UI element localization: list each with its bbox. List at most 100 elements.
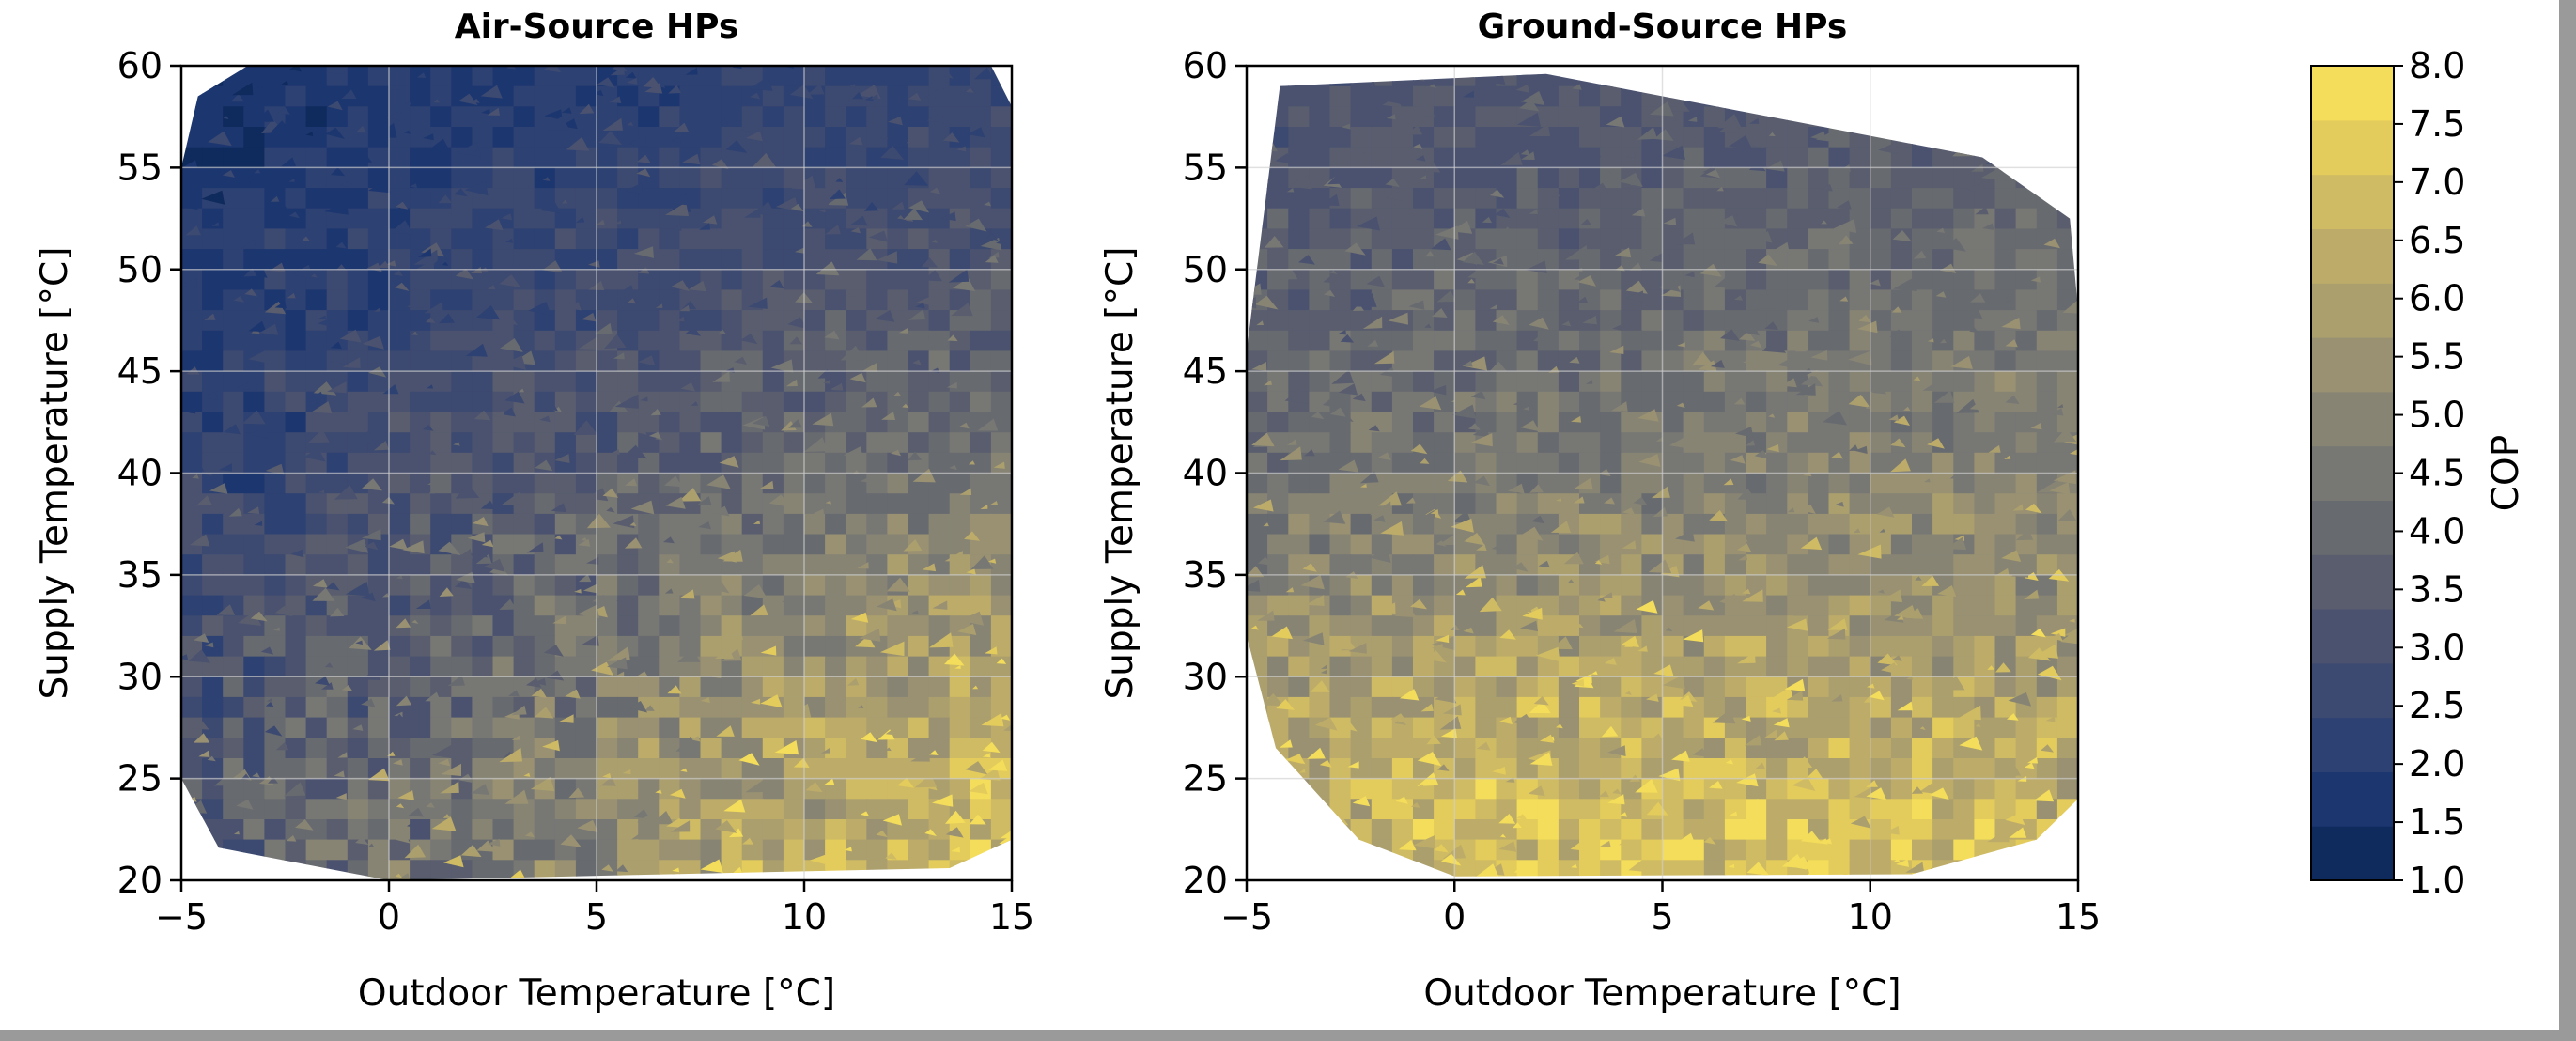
cop-cell	[1329, 473, 1352, 494]
cop-speck	[1280, 844, 1302, 857]
cop-cell	[451, 289, 473, 311]
cop-cell	[430, 106, 453, 128]
cop-cell	[721, 473, 743, 494]
cop-speck	[784, 66, 795, 69]
cop-cell	[347, 391, 369, 413]
cop-cell	[305, 85, 328, 108]
cop-cell	[1724, 412, 1746, 433]
cop-cell	[721, 228, 743, 250]
cop-cell	[908, 228, 930, 250]
cop-cell	[1849, 534, 1871, 555]
cop-speck	[1737, 652, 1756, 664]
cop-speck	[1330, 854, 1350, 867]
cop-cell	[1912, 228, 1933, 250]
cop-cell	[1746, 635, 1767, 658]
cop-cell	[1391, 73, 1414, 87]
cop-cell	[367, 228, 390, 250]
cop-cell	[1994, 85, 2017, 108]
cop-speck	[1429, 84, 1436, 88]
cop-speck	[544, 109, 563, 120]
cop-speck	[2024, 572, 2039, 581]
cop-cell	[554, 432, 577, 454]
cop-cell	[1247, 717, 1268, 739]
cop-cell	[1288, 85, 1311, 108]
cop-cell	[389, 574, 411, 597]
cop-cell	[1247, 106, 1268, 128]
cop-cell	[866, 473, 889, 494]
cop-cell	[575, 758, 597, 780]
cop-cell	[1371, 106, 1393, 128]
cop-cell	[908, 391, 930, 413]
cop-speck	[362, 529, 381, 541]
cop-cell	[1912, 106, 1933, 128]
cop-cell	[1391, 147, 1414, 169]
cop-cell	[1558, 493, 1580, 515]
cop-speck	[230, 93, 244, 102]
x-tick-label: −5	[1220, 896, 1273, 938]
cop-cell	[1413, 799, 1435, 820]
cop-speck	[248, 320, 267, 333]
cop-speck	[645, 332, 652, 337]
cop-cell	[1808, 473, 1830, 494]
cop-cell	[513, 371, 535, 393]
cop-cell	[2036, 513, 2058, 536]
cop-cell	[264, 330, 287, 352]
cop-cell	[1828, 595, 1851, 617]
cop-speck	[1298, 769, 1306, 773]
cop-cell	[1808, 656, 1830, 678]
cop-cell	[1746, 615, 1767, 637]
cop-cell	[1662, 799, 1684, 820]
cop-speck	[1848, 394, 1870, 408]
cop-speck	[1320, 669, 1328, 675]
cop-cell	[347, 860, 369, 880]
x-tick-label: −5	[155, 896, 208, 938]
cop-speck	[879, 641, 905, 657]
cop-cell	[410, 106, 431, 128]
cop-cell	[181, 106, 203, 128]
cop-cell	[347, 799, 369, 820]
cop-cell	[1516, 249, 1539, 271]
cop-cell	[1558, 534, 1580, 555]
cop-speck	[700, 859, 723, 873]
cop-cell	[347, 228, 369, 250]
cop-cell	[1516, 289, 1539, 311]
cop-speck	[1512, 562, 1529, 572]
cop-cell	[659, 635, 681, 658]
cop-speck	[1935, 291, 1947, 298]
cop-speck	[455, 268, 474, 280]
cop-cell	[1683, 595, 1705, 617]
cop-speck	[629, 521, 637, 526]
cop-cell	[1808, 696, 1830, 719]
cop-cell	[1516, 452, 1539, 474]
cop-speck	[236, 799, 254, 810]
cop-cell	[887, 696, 909, 719]
cop-cell	[659, 513, 681, 536]
cop-cell	[554, 371, 577, 393]
cop-speck	[597, 77, 615, 88]
cop-cell	[1766, 696, 1788, 719]
cop-speck	[965, 218, 987, 232]
cop-speck	[858, 705, 864, 708]
cop-cell	[1434, 147, 1455, 169]
cop-cell	[1724, 534, 1746, 555]
cop-cell	[223, 412, 245, 433]
cop-cell	[1683, 147, 1705, 169]
cop-speck	[1373, 350, 1395, 365]
cop-cell	[679, 330, 702, 352]
cop-cell	[741, 534, 764, 555]
cop-cell	[908, 635, 930, 658]
cop-cell	[887, 127, 909, 148]
cop-cell	[1828, 249, 1851, 271]
cop-speck	[1969, 327, 1979, 333]
cop-cell	[1329, 595, 1352, 617]
cop-cell	[367, 778, 390, 800]
cop-cell	[1496, 269, 1518, 291]
cop-cell	[2056, 696, 2078, 719]
cop-cell	[990, 350, 1012, 372]
cop-speck	[1703, 837, 1716, 845]
cop-speck	[1646, 170, 1659, 179]
cop-speck	[996, 241, 1002, 244]
cop-cell	[1558, 391, 1580, 413]
cop-speck	[2069, 73, 2078, 82]
